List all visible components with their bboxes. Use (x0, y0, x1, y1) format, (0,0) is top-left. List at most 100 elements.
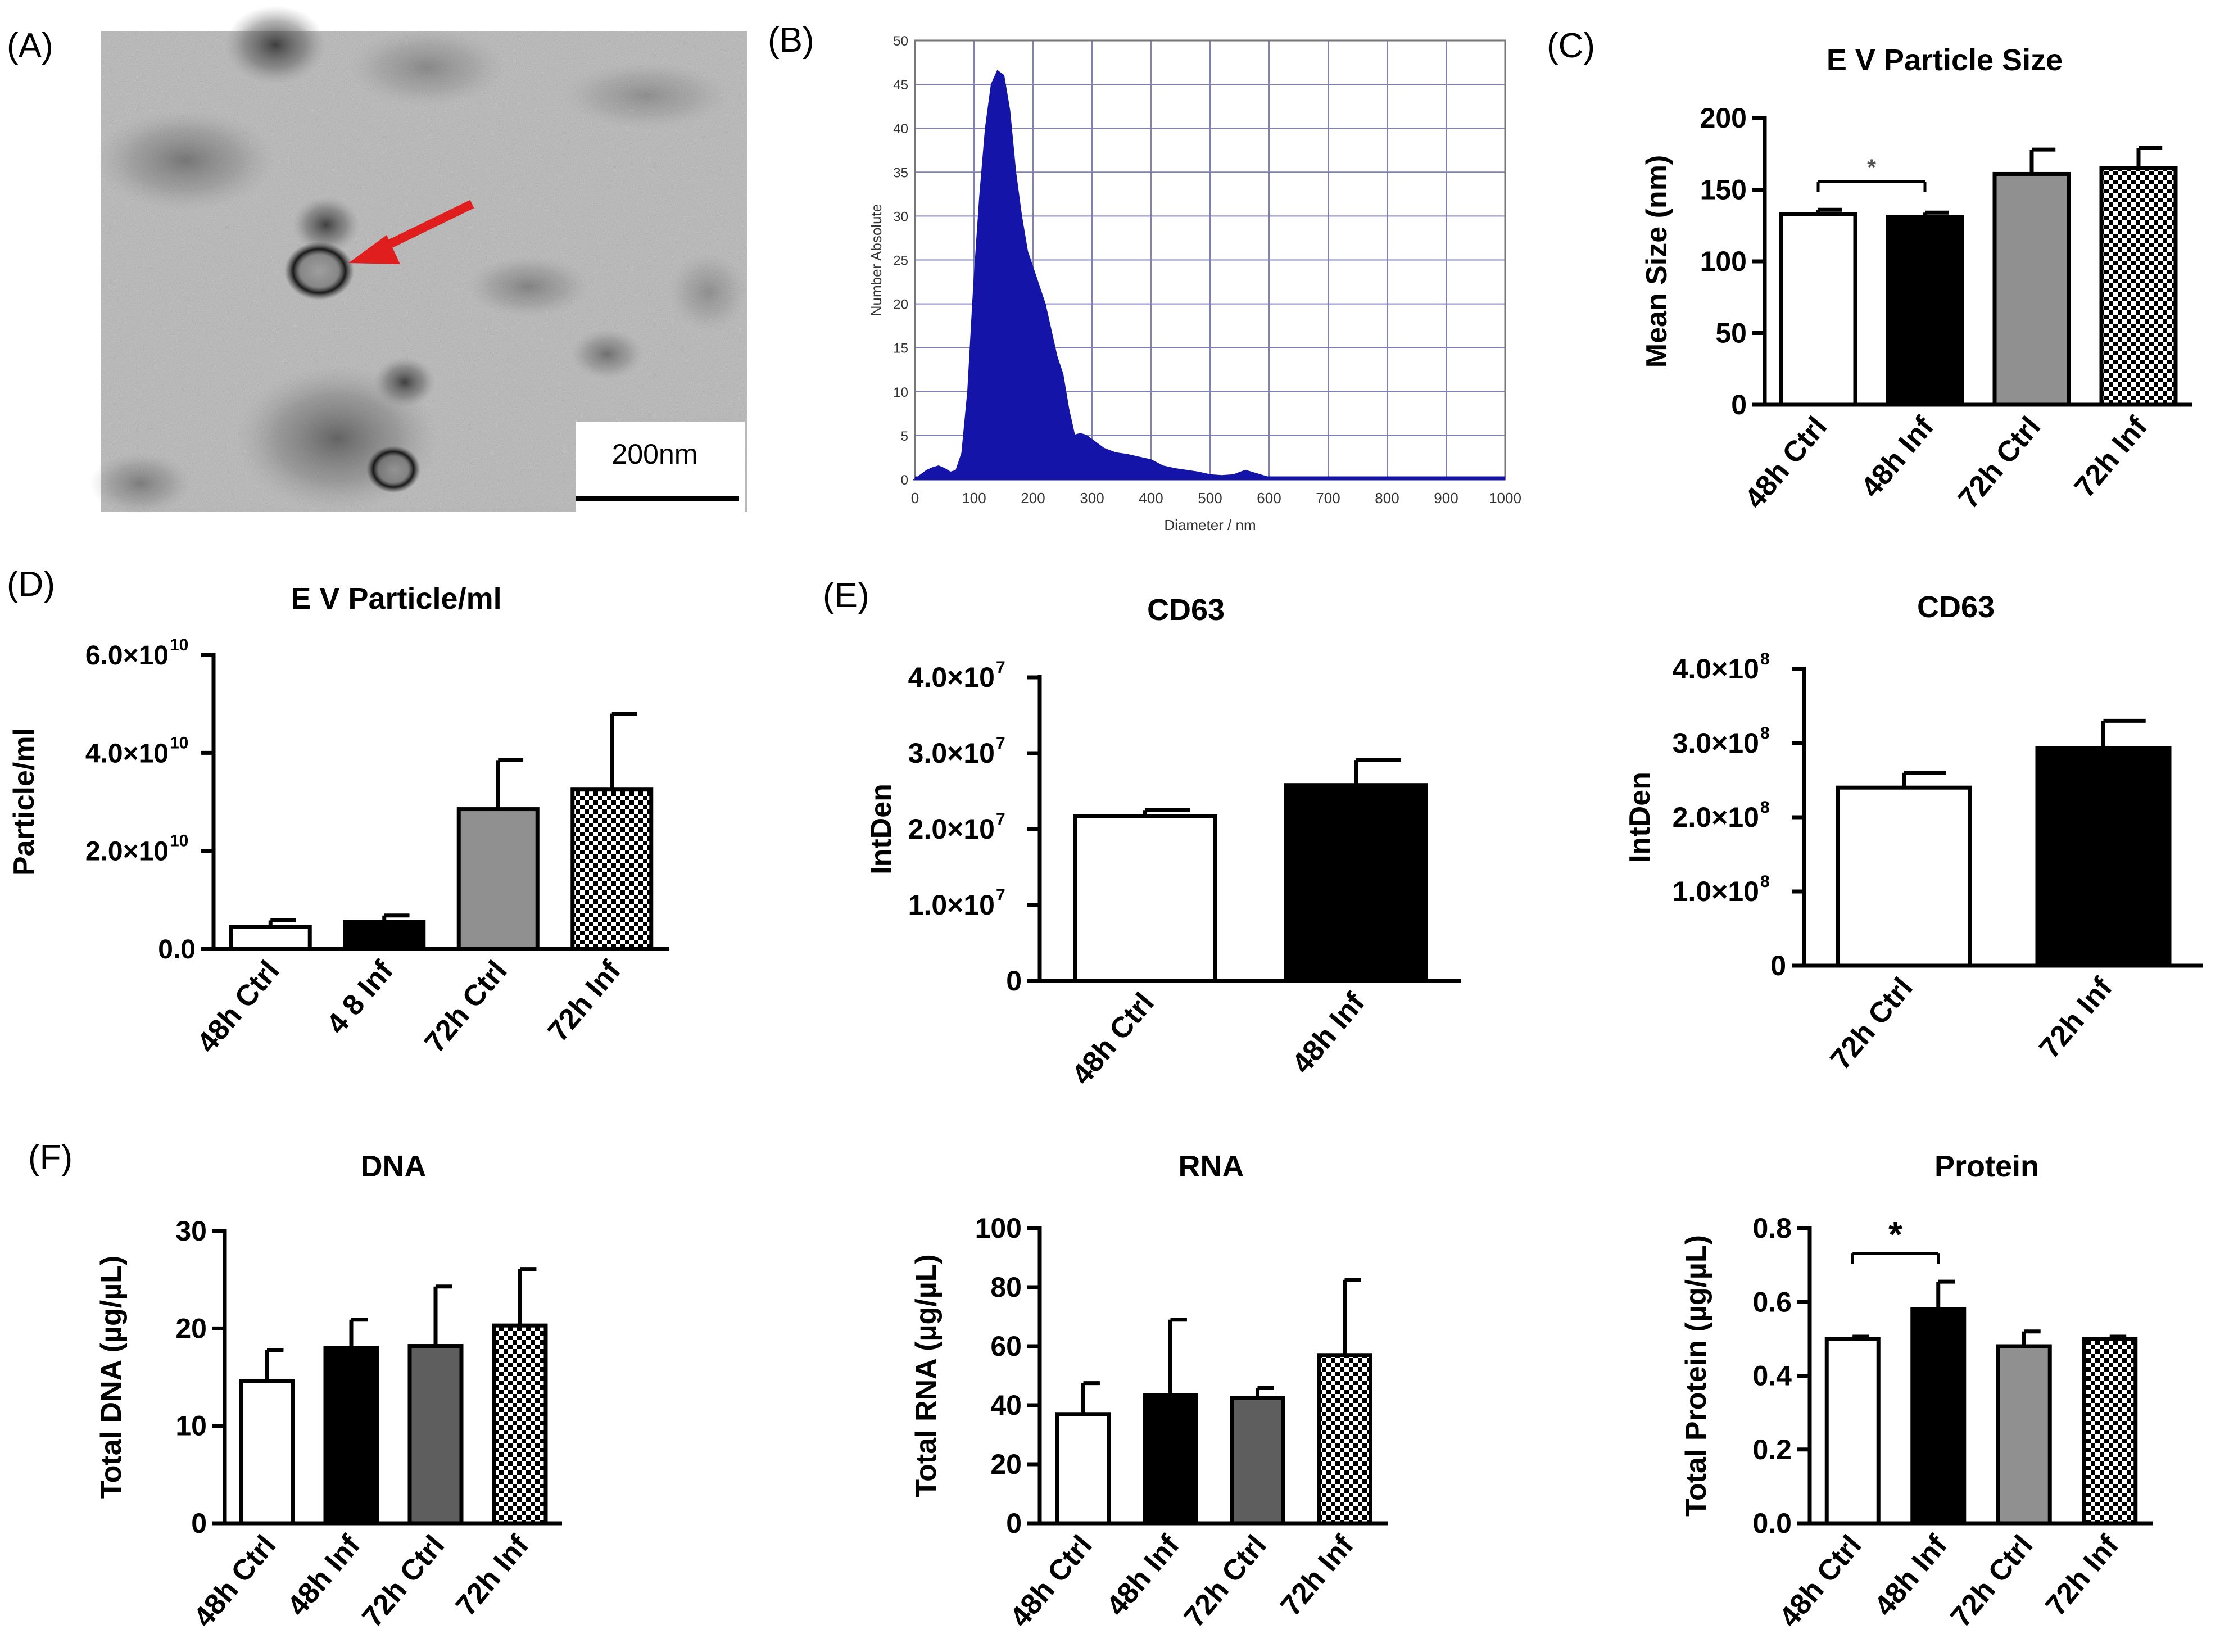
bar-72h-ctrl (1230, 1396, 1285, 1526)
bar-72h-ctrl (1996, 1344, 2052, 1526)
y-tick-exponent: 8 (1760, 798, 1770, 817)
y-tick-label: 3.0×10 (908, 737, 995, 769)
chart-size: E V Particle Size 0 50 100 150 200 Mean Size (… (1641, 43, 2192, 515)
panel-label-e: (E) (823, 576, 869, 615)
y-tick-exponent: 7 (996, 734, 1005, 753)
x-tick-label: 48h Ctrl (1066, 986, 1161, 1091)
chart-title: DNA (361, 1149, 427, 1183)
y-tick-label: 1.0×10 (908, 889, 995, 921)
y-tick-label: 0 (901, 473, 908, 488)
x-tick-label: 800 (1375, 490, 1399, 506)
x-tick-label: 72h Ctrl (1945, 1529, 2040, 1633)
x-tick-label: 600 (1257, 490, 1281, 506)
y-axis-label: Total Protein (µg/µL) (1680, 1235, 1712, 1517)
x-tick-label: 300 (1080, 490, 1104, 506)
x-axis-label: Diameter / nm (1164, 517, 1256, 533)
bar-72h-inf (492, 1323, 548, 1526)
x-tick-label: 48h Ctrl (1738, 410, 1833, 515)
x-tick-label: 700 (1316, 490, 1340, 506)
y-tick-label: 10 (175, 1410, 207, 1442)
panel-label-f: (F) (28, 1138, 73, 1177)
y-tick-label: 0.4 (1752, 1360, 1792, 1392)
significance-marker: * (1867, 155, 1876, 180)
y-tick-label: 2.0×10 (1673, 802, 1759, 833)
y-tick-label: 20 (990, 1449, 1022, 1480)
y-tick-exponent: 10 (170, 636, 188, 654)
x-tick-label: 48h Inf (1868, 1529, 1954, 1622)
x-tick-label: 72h Inf (1275, 1529, 1361, 1622)
y-tick-label: 0.0 (1752, 1508, 1792, 1539)
bar-48h-ctrl (1779, 212, 1857, 407)
y-tick-label: 6.0×10 (85, 641, 169, 671)
y-tick-label: 10 (893, 385, 908, 400)
x-tick-label: 500 (1198, 490, 1222, 506)
bar-72h-inf (570, 787, 654, 951)
y-tick-exponent: 8 (1760, 724, 1770, 743)
x-tick-label: 48h Inf (1855, 410, 1941, 504)
panel-label-d: (D) (7, 565, 55, 604)
chart-title: CD63 (1917, 590, 1995, 624)
y-axis-label: IntDen (865, 784, 898, 875)
bar-48h-ctrl (239, 1379, 295, 1526)
y-tick-exponent: 7 (996, 810, 1005, 829)
y-tick-label: 100 (1700, 246, 1747, 277)
scale-label: 200nm (612, 438, 698, 470)
y-tick-label: 1.0×10 (1673, 876, 1759, 907)
bar-48h-ctrl (229, 925, 312, 951)
y-tick-label: 3.0×10 (1673, 727, 1759, 759)
y-tick-label: 5 (901, 429, 908, 444)
y-tick-label: 60 (990, 1330, 1022, 1362)
chart-title: E V Particle/ml (291, 582, 501, 615)
x-tick-label: 400 (1139, 490, 1163, 506)
y-tick-label: 0.0 (158, 935, 196, 965)
bar-48h-ctrl (1055, 1412, 1111, 1526)
y-tick-label: 0.2 (1752, 1434, 1792, 1465)
y-tick-label: 30 (893, 209, 908, 224)
y-tick-exponent: 7 (996, 658, 1005, 677)
y-tick-label: 35 (893, 165, 908, 180)
chart-title: RNA (1179, 1149, 1244, 1183)
chart-particles: E V Particle/ml0.02.0×10 104.0×10 106.0×10… (8, 582, 669, 1059)
y-axis-label: Total DNA (µg/µL) (95, 1256, 128, 1499)
bar-48h-inf (1284, 783, 1428, 983)
y-axis-label: Mean Size (nm) (1641, 155, 1673, 368)
bar-48h-inf (1886, 215, 1964, 407)
x-tick-label: 1000 (1489, 490, 1521, 506)
vesicle (284, 242, 354, 300)
y-tick-label: 0.6 (1752, 1286, 1792, 1318)
bar-72h-ctrl (456, 807, 540, 951)
size-distribution-area (912, 70, 1505, 481)
bar-72h-inf (2099, 166, 2178, 407)
y-tick-label: 2.0×10 (85, 837, 169, 867)
scale-bar (576, 496, 739, 501)
x-tick-label: 72h Inf (2068, 410, 2154, 504)
x-tick-label: 72h Ctrl (356, 1529, 451, 1633)
y-tick-label: 0 (1006, 965, 1022, 997)
x-tick-label: 4 8 Inf (320, 954, 400, 1040)
chart-title: CD63 (1147, 593, 1225, 627)
y-axis-label: Total RNA (µg/µL) (910, 1254, 943, 1497)
y-tick-label: 25 (893, 254, 908, 269)
y-tick-label: 50 (893, 34, 908, 49)
panel-label-c: (C) (1547, 26, 1595, 65)
x-tick-label: 72h Inf (2040, 1529, 2126, 1622)
y-tick-exponent: 10 (170, 734, 188, 752)
x-tick-label: 48h Ctrl (1773, 1529, 1868, 1633)
y-tick-label: 4.0×10 (1673, 653, 1759, 685)
y-tick-label: 40 (893, 121, 908, 137)
y-tick-exponent: 8 (1760, 872, 1770, 891)
pointer-arrow-head (348, 235, 400, 264)
bar-48h-inf (323, 1346, 379, 1526)
y-axis-label: Number Absolute (868, 204, 885, 316)
y-tick-exponent: 8 (1760, 650, 1770, 668)
x-tick-label: 72h Ctrl (1824, 971, 1919, 1076)
chart-rna: RNA 0 20 40 60 80 100 Total RNA (µg/µL) 48h Ctrl… (910, 1149, 1388, 1633)
y-tick-label: 2.0×10 (908, 813, 995, 845)
y-tick-label: 20 (175, 1312, 207, 1344)
x-tick-label: 48h Inf (281, 1529, 367, 1622)
x-tick-label: 48h Inf (1100, 1529, 1186, 1622)
bar-72h-inf (2082, 1337, 2138, 1526)
x-tick-label: 900 (1434, 490, 1458, 506)
y-tick-label: 30 (175, 1215, 207, 1247)
